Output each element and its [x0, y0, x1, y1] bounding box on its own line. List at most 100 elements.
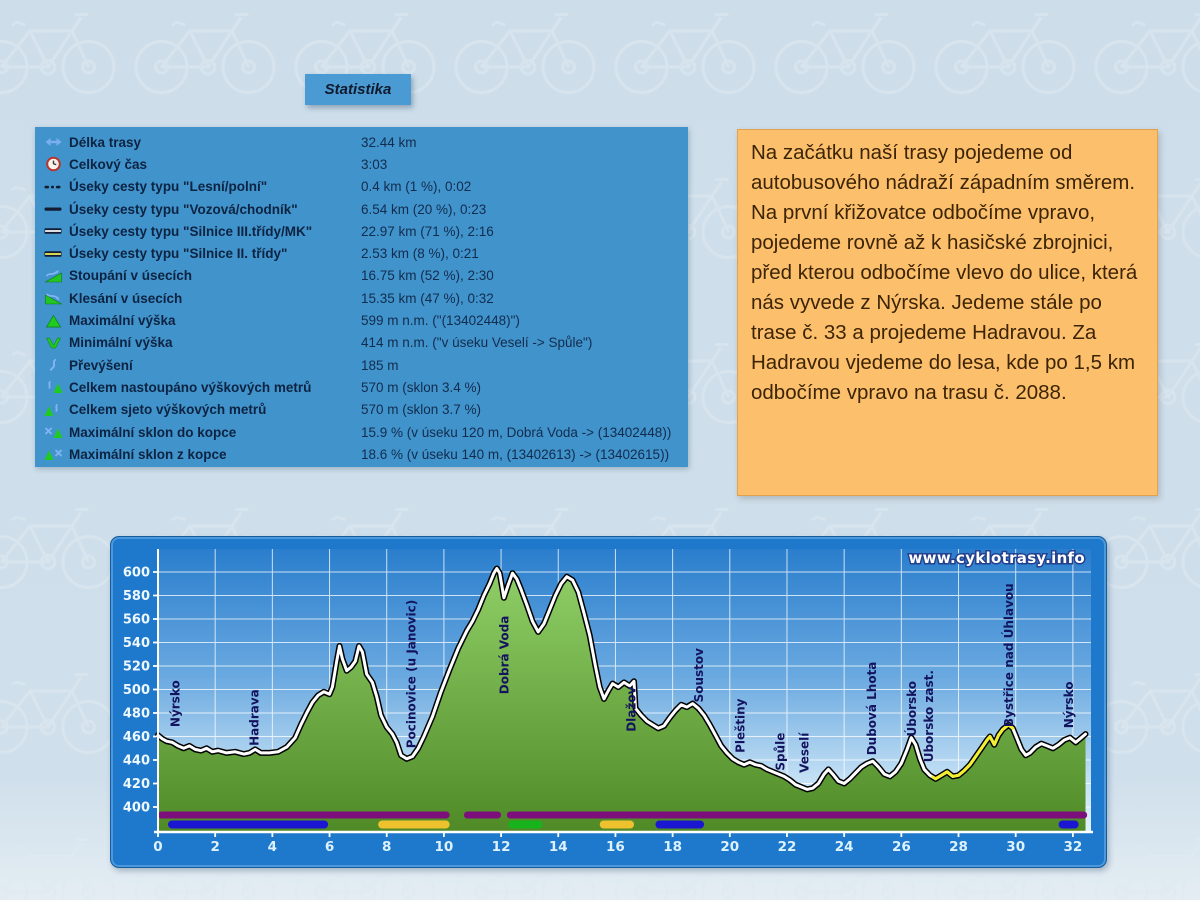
y-tick-label: 400 — [123, 801, 150, 816]
stat-label: Celkem sjeto výškových metrů — [69, 402, 267, 418]
stat-row: Maximální výška 599 m n.m. ("(13402448)") — [35, 309, 688, 331]
marker-bar-segment — [168, 820, 329, 829]
marker-bar-segment — [506, 811, 1088, 819]
x-tick-label: 30 — [1006, 839, 1025, 855]
x-tick-label: 6 — [325, 839, 334, 855]
bicycle-icon — [134, 13, 276, 94]
y-tick-label: 560 — [123, 613, 150, 628]
bicycle-icon — [0, 508, 116, 589]
elevation-profile-chart: 0 2 4 6 8 10 12 14 16 18 20 22 24 26 28 30 32 400 420 440 46… — [110, 536, 1107, 868]
stat-row: Převýšení 185 m — [35, 354, 688, 376]
max-downhill-grade-icon — [43, 446, 64, 462]
stat-value: 599 m n.m. ("(13402448)") — [361, 313, 520, 329]
stat-label: Úseky cesty typu "Lesní/polní" — [69, 179, 268, 195]
stat-row: Úseky cesty typu "Silnice III.třídy/MK" 2… — [35, 220, 688, 242]
place-label: Úborsko — [904, 681, 919, 737]
place-label: Pocinovice (u Janovic) — [405, 600, 419, 749]
stat-row: Celkem nastoupáno výškových metrů 570 m (… — [35, 376, 688, 398]
stat-label: Délka trasy — [69, 134, 142, 150]
place-label: Nýrsko — [169, 680, 183, 727]
x-tick-label: 10 — [435, 839, 454, 855]
place-label: Pleštiny — [733, 698, 747, 753]
bicycle-icon — [1094, 838, 1200, 900]
stat-value: 32.44 km — [361, 134, 417, 150]
x-tick-label: 8 — [382, 839, 391, 855]
max-uphill-grade-icon — [43, 424, 64, 440]
x-tick-label: 14 — [549, 839, 568, 855]
stat-label: Úseky cesty typu "Silnice II. třídy" — [69, 246, 288, 262]
stat-value: 18.6 % (v úseku 140 m, (13402613) -> (13… — [361, 446, 670, 462]
stat-row: Minimální výška 414 m n.m. ("v úseku Vese… — [35, 332, 688, 354]
route-length-icon — [43, 134, 64, 150]
road-class2-icon — [43, 246, 64, 262]
x-tick-label: 4 — [268, 839, 277, 855]
y-tick-label: 520 — [123, 660, 150, 675]
stat-value: 570 m (sklon 3.7 %) — [361, 402, 482, 418]
y-tick-label: 600 — [123, 566, 150, 581]
stat-value: 6.54 km (20 %), 0:23 — [361, 201, 487, 217]
bicycle-icon — [0, 673, 116, 754]
route-marker-bars — [158, 811, 1088, 829]
stat-label: Úseky cesty typu "Silnice III.třídy/MK" — [69, 223, 313, 239]
y-tick-label: 420 — [123, 777, 150, 792]
y-tick-label: 500 — [123, 683, 150, 698]
stat-value: 15.35 km (47 %), 0:32 — [361, 290, 494, 306]
y-tick-label: 580 — [123, 589, 150, 604]
y-tick-label: 460 — [123, 730, 150, 745]
statistics-title-badge: Statistika — [305, 74, 411, 105]
max-elevation-icon — [43, 313, 64, 329]
x-tick-label: 22 — [778, 839, 797, 855]
bicycle-icon — [1094, 673, 1200, 754]
total-time-icon — [43, 156, 64, 172]
place-label: Nýrsko — [1062, 681, 1076, 728]
x-axis: 0 2 4 6 8 10 12 14 16 18 20 22 24 26 28 30 32 — [153, 832, 1082, 855]
place-label: Hadrava — [247, 689, 261, 746]
stat-row: Maximální sklon do kopce 15.9 % (v úseku … — [35, 421, 688, 443]
statistics-title-text: Statistika — [324, 81, 392, 98]
statistics-table: Délka trasy 32.44 km Celkový čas 3:03 Úseky … — [35, 127, 688, 467]
road-forest-icon — [43, 179, 64, 195]
stat-value: 22.97 km (71 %), 2:16 — [361, 223, 494, 239]
bicycle-icon — [454, 13, 596, 94]
watermark-text: www.cyklotrasy.info — [909, 549, 1085, 567]
stat-label: Úseky cesty typu "Vozová/chodník" — [69, 201, 298, 217]
y-tick-label: 480 — [123, 707, 150, 722]
place-label: Dlažov — [625, 686, 639, 731]
bicycle-icon — [1094, 508, 1200, 589]
bicycle-icon — [774, 13, 916, 94]
place-label: Úborsko zast. — [921, 670, 936, 762]
surface-ii-line — [931, 723, 1015, 781]
marker-bar-segment — [1058, 820, 1079, 829]
stat-row: Celkem sjeto výškových metrů 570 m (sklon… — [35, 399, 688, 421]
marker-bar-segment — [599, 820, 635, 829]
stat-row: Klesání v úsecích 15.35 km (47 %), 0:32 — [35, 287, 688, 309]
x-tick-label: 24 — [835, 839, 854, 855]
y-tick-label: 540 — [123, 636, 150, 651]
bicycle-icon — [0, 13, 116, 94]
stat-value: 3:03 — [361, 156, 388, 172]
stat-value: 16.75 km (52 %), 2:30 — [361, 268, 494, 284]
x-tick-label: 20 — [720, 839, 739, 855]
stat-label: Maximální sklon do kopce — [69, 424, 237, 440]
min-elevation-icon — [43, 335, 64, 351]
x-tick-label: 28 — [949, 839, 968, 855]
x-tick-label: 26 — [892, 839, 911, 855]
road-carriage-icon — [43, 201, 64, 217]
stat-label: Klesání v úsecích — [69, 290, 183, 306]
stat-value: 414 m n.m. ("v úseku Veselí -> Spůle") — [361, 335, 593, 351]
stat-label: Celkový čas — [69, 156, 148, 172]
total-descent-icon — [43, 402, 64, 418]
stat-row: Stoupání v úsecích 16.75 km (52 %), 2:30 — [35, 265, 688, 287]
stat-label: Minimální výška — [69, 335, 173, 351]
place-label: Bystřice nad Úhlavou — [1001, 583, 1016, 727]
x-tick-label: 18 — [663, 839, 682, 855]
route-description-text: Na začátku naší trasy pojedeme od autobu… — [751, 141, 1138, 404]
elevation-profile-svg: 0 2 4 6 8 10 12 14 16 18 20 22 24 26 28 30 3240042044046… — [123, 548, 1093, 855]
stat-value: 15.9 % (v úseku 120 m, Dobrá Voda -> (13… — [361, 424, 672, 440]
stat-label: Převýšení — [69, 357, 133, 373]
stat-row: Úseky cesty typu "Vozová/chodník" 6.54 km… — [35, 198, 688, 220]
stat-row: Maximální sklon z kopce 18.6 % (v úseku 1… — [35, 443, 688, 465]
y-tick-label: 440 — [123, 754, 150, 769]
place-label: Spůle — [773, 733, 787, 771]
stat-row: Úseky cesty typu "Lesní/polní" 0.4 km (1 … — [35, 176, 688, 198]
